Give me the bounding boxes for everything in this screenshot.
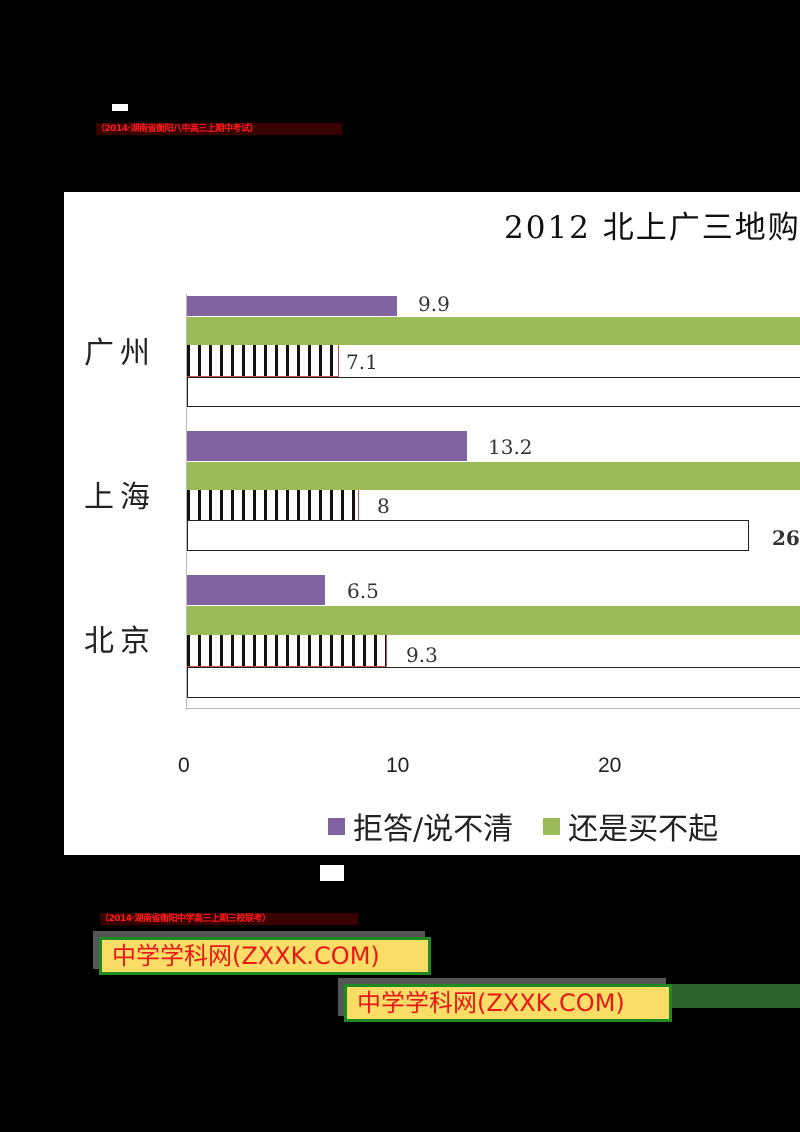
value-label: 8 [377,494,390,518]
bar-beijing-outline [187,667,800,698]
value-label: 13.2 [488,435,533,459]
value-label: 9.3 [406,643,438,667]
chart-title: 2012 北上广三地购 [504,210,800,246]
value-label: 26 [772,526,800,550]
bar-shanghai-cannot-afford [187,462,800,490]
value-label: 7.1 [346,350,378,374]
y-axis-line [186,294,187,710]
legend-swatch-green [543,817,561,835]
category-label-guangzhou: 广州 [84,336,156,371]
green-strip [672,984,800,1008]
x-axis-line [187,708,800,709]
watermark-zxxk-2: 中学学科网(ZXXK.COM) [344,984,672,1022]
bar-shanghai-hatched [187,490,359,521]
bar-beijing-refuse [187,575,325,605]
x-tick-10: 10 [386,754,410,777]
legend-label-cannot-afford: 还是买不起 [568,812,719,847]
legend-label-refuse: 拒答/说不清 [353,812,514,847]
bar-beijing-cannot-afford [187,606,800,635]
question-source-caption-top: （2014·湖南省衡阳八中高三上期中考试） [96,123,342,135]
bar-guangzhou-refuse [187,296,397,316]
category-label-beijing: 北京 [84,624,156,659]
bar-chart: 2012 北上广三地购 广州 上海 北京 9.9 7.1 13.2 8 26 6… [64,192,800,855]
question-source-caption-bottom: （2014·湖南省衡阳中学高三上期三校联考） [100,913,358,925]
bar-beijing-hatched [187,635,387,667]
bar-shanghai-refuse [187,431,467,461]
white-mark-top [112,104,128,111]
x-tick-0: 0 [178,754,190,777]
x-tick-20: 20 [598,754,622,777]
value-label: 6.5 [347,579,379,603]
white-mark-bottom [320,865,344,881]
category-label-shanghai: 上海 [84,480,156,515]
value-label: 9.9 [418,292,450,316]
bar-shanghai-outline [187,520,749,551]
watermark-zxxk-1: 中学学科网(ZXXK.COM) [99,937,431,975]
bar-guangzhou-cannot-afford [187,317,800,345]
legend: 拒答/说不清 还是买不起 [328,804,718,848]
legend-swatch-purple [328,817,345,835]
bar-guangzhou-hatched [187,345,339,377]
bar-guangzhou-outline [187,377,800,407]
